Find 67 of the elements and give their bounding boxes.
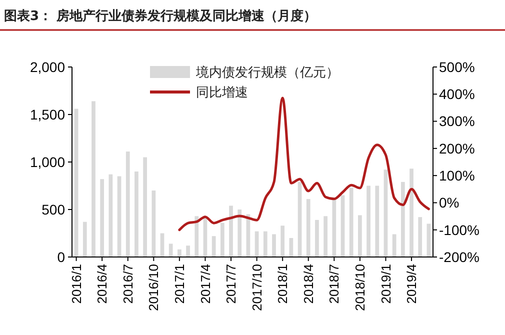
bar	[134, 172, 138, 257]
bar	[366, 186, 370, 257]
bar	[212, 236, 216, 257]
x-tick-label: 2018/1	[275, 264, 290, 304]
bar	[358, 215, 362, 257]
bar	[315, 220, 319, 257]
bar	[168, 244, 173, 257]
line-series	[178, 96, 430, 232]
bar	[289, 238, 294, 257]
bar	[117, 176, 122, 257]
bar	[392, 234, 396, 257]
y2-tick-label: 300%	[439, 113, 475, 130]
bar	[324, 216, 328, 257]
bar	[306, 199, 310, 257]
y2-tick-label: 100%	[439, 167, 475, 184]
x-tick-label: 2016/7	[120, 264, 136, 304]
legend-label: 同比增速	[196, 86, 248, 101]
y-tick-label: 0	[57, 248, 66, 265]
bar	[400, 182, 405, 257]
chart-title: 图表3： 房地产行业债券发行规模及同比增速（月度）	[4, 8, 317, 24]
x-tick-label: 2016/4	[94, 264, 110, 304]
x-tick-label: 2017/4	[198, 264, 213, 304]
x-tick-label: 2016/1	[68, 264, 84, 304]
bar	[375, 186, 380, 257]
y-tick-label: 2,000	[30, 58, 66, 75]
x-tick-label: 2016/10	[146, 264, 162, 311]
bar	[92, 101, 96, 257]
bar	[384, 170, 388, 257]
x-tick-label: 2017/1	[172, 264, 187, 304]
bar	[126, 152, 130, 257]
legend-label: 境内债发行规模（亿元）	[195, 64, 339, 81]
bar	[220, 222, 224, 257]
bar	[152, 190, 156, 257]
bar	[82, 222, 87, 257]
bar	[194, 216, 199, 257]
bar	[349, 188, 354, 257]
bar	[74, 108, 78, 257]
y2-tick-label: 0%	[439, 194, 460, 211]
y-tick-label: 500	[42, 201, 66, 218]
bar	[100, 179, 104, 257]
bar	[238, 210, 242, 257]
x-tick-label: 2018/4	[300, 264, 316, 304]
bar	[410, 168, 414, 257]
x-tick-label: 2018/7	[326, 264, 342, 304]
y2-tick-label: -100%	[439, 222, 480, 238]
y2-tick-label: 200%	[439, 140, 475, 156]
bar	[108, 174, 113, 257]
y-tick-label: 1,500	[30, 106, 66, 122]
bar	[229, 206, 233, 257]
y-tick-label: 1,000	[30, 154, 66, 170]
y2-tick-label: 500%	[439, 58, 475, 75]
bar	[143, 157, 147, 257]
x-tick-label: 2017/10	[249, 264, 264, 311]
x-tick-label: 2019/4	[404, 264, 420, 304]
x-tick-label: 2018/10	[352, 264, 368, 311]
bar	[272, 234, 276, 257]
y2-tick-label: -200%	[439, 248, 480, 265]
bar	[280, 226, 285, 257]
x-tick-label: 2019/1	[378, 264, 394, 304]
bar	[332, 198, 336, 257]
bar	[418, 217, 422, 257]
y2-tick-label: 400%	[439, 86, 475, 102]
x-tick-label: 2017/7	[224, 264, 239, 304]
bar	[263, 231, 268, 257]
bar	[298, 182, 302, 257]
bar	[186, 246, 190, 257]
bar	[178, 249, 182, 257]
